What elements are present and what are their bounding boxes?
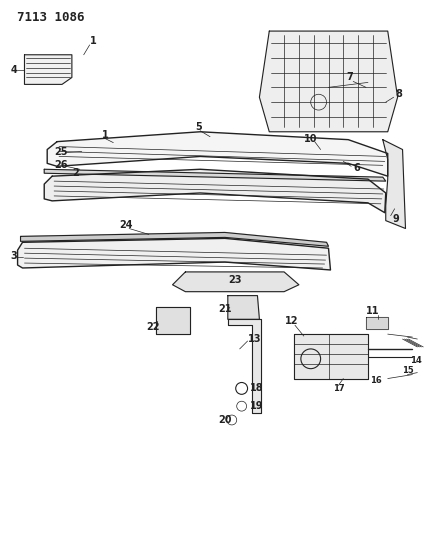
Polygon shape: [18, 238, 330, 270]
Text: 8: 8: [396, 89, 402, 99]
Text: 19: 19: [250, 401, 263, 411]
Polygon shape: [228, 319, 261, 413]
Polygon shape: [383, 140, 405, 229]
Polygon shape: [228, 296, 260, 319]
Polygon shape: [24, 55, 72, 84]
Text: 4: 4: [11, 64, 18, 75]
Polygon shape: [260, 31, 398, 132]
Text: 1: 1: [90, 36, 97, 46]
Text: 10: 10: [304, 134, 317, 144]
Polygon shape: [172, 272, 299, 292]
Text: 22: 22: [146, 322, 160, 332]
Text: 11: 11: [366, 306, 380, 317]
Polygon shape: [156, 308, 190, 334]
Polygon shape: [294, 334, 368, 378]
Text: 1: 1: [102, 130, 108, 140]
Text: 15: 15: [402, 366, 413, 375]
Text: 26: 26: [54, 160, 68, 171]
Text: 21: 21: [218, 304, 232, 314]
Text: 16: 16: [370, 376, 382, 385]
Text: 17: 17: [333, 384, 345, 393]
Text: 7113 1086: 7113 1086: [17, 11, 84, 25]
Text: 25: 25: [54, 147, 68, 157]
Text: 9: 9: [393, 214, 399, 224]
Polygon shape: [21, 232, 329, 246]
Text: 13: 13: [248, 334, 261, 344]
Text: 24: 24: [119, 220, 133, 230]
Text: 18: 18: [250, 383, 263, 393]
Polygon shape: [47, 132, 388, 176]
Polygon shape: [366, 317, 388, 329]
Text: 3: 3: [11, 251, 18, 261]
Text: 7: 7: [346, 72, 353, 83]
Text: 2: 2: [72, 168, 79, 178]
Text: 23: 23: [228, 275, 242, 285]
Polygon shape: [44, 169, 386, 181]
Text: 20: 20: [218, 415, 232, 425]
Text: 14: 14: [411, 356, 422, 365]
Polygon shape: [44, 169, 386, 213]
Text: 12: 12: [285, 316, 299, 326]
Text: 6: 6: [353, 163, 360, 173]
Text: 5: 5: [195, 122, 202, 132]
